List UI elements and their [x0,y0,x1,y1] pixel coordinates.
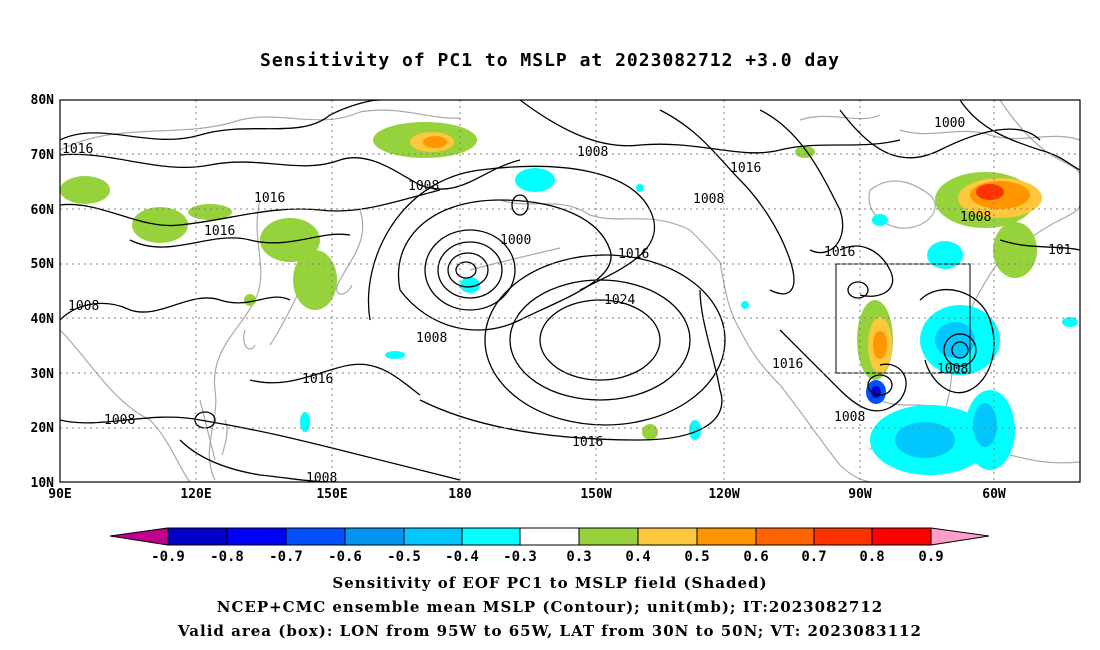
coastlines [60,100,1080,482]
contour-label: 1016 [302,372,333,387]
contour-label: 1016 [618,247,649,262]
shade-0.3-0.4 [60,122,1037,440]
lon-tick-label: 180 [448,487,472,502]
contour-label: 1008 [416,331,447,346]
contour-label: 101 [1048,243,1071,258]
contour-label: 1016 [730,161,761,176]
colorbar-swatch [109,527,169,546]
contour-label: 1008 [834,410,865,425]
contour-label: 1008 [306,471,337,486]
mslp-contours [60,100,1080,482]
colorbar-swatch [167,527,228,546]
contour-label: 1016 [204,224,235,239]
coast-arctic-islands [799,114,1080,141]
colorbar-label: 0.9 [918,549,943,565]
graticule [60,100,1080,482]
colorbar-swatch [285,527,346,546]
colorbar-label: -0.5 [387,549,421,565]
map-title: Sensitivity of PC1 to MSLP at 2023082712… [259,50,840,71]
contour-label: 1016 [572,435,603,450]
contour-label: 1016 [824,245,855,260]
shade-minus-0.9-minus-0.8 [871,386,881,398]
colorbar-label: 0.7 [801,549,826,565]
contour-label: 1000 [934,116,965,131]
lat-tick-label: 80N [31,93,55,108]
coast-asia-east [208,199,262,481]
contour-labels: 1016 1008 1016 1016 1000 1008 1016 1008 … [62,116,1071,486]
lon-axis: 90E 120E 150E 180 150W 120W 90W 60W [48,487,1006,502]
shaded-sensitivity [60,122,1078,475]
colorbar-label: 0.4 [625,549,650,565]
colorbar-label: -0.8 [210,549,244,565]
coast-north-america-west [719,261,871,482]
lat-tick-label: 10N [31,476,55,491]
lon-tick-label: 90W [848,487,872,502]
colorbar-label: -0.9 [151,549,185,565]
contour-label: 1008 [937,362,968,377]
colorbar-label: 0.5 [684,549,709,565]
contour-label: 1024 [604,293,635,308]
contour-label: 1016 [62,142,93,157]
colorbar-swatch [813,527,873,546]
caption-contour: NCEP+CMC ensemble mean MSLP (Contour); u… [216,598,884,616]
lat-tick-label: 30N [31,367,55,382]
caption-valid-area: Valid area (box): LON from 95W to 65W, L… [178,622,922,640]
coast-asia-north [60,109,461,151]
colorbar-label: -0.6 [328,549,362,565]
colorbar-swatch [930,527,990,546]
lon-tick-label: 120W [708,487,739,502]
lat-tick-label: 50N [31,257,55,272]
coast-philippines [199,399,228,461]
lat-tick-label: 70N [31,148,55,163]
shade-minus-0.5-minus-0.4 [895,322,997,458]
map-frame [59,99,1081,483]
colorbar-swatch [344,527,405,546]
colorbar-label: -0.3 [503,549,537,565]
coast-kamchatka [336,209,364,295]
contour-label: 1008 [408,179,439,194]
contour-label: 1008 [577,145,608,160]
contour-label: 1008 [960,210,991,225]
colorbar-swatch [226,527,287,546]
colorbar-label: 0.8 [859,549,884,565]
colorbar-label: 0.3 [566,549,591,565]
coast-aleutians [469,247,561,271]
contour-label: 1008 [693,192,724,207]
lat-tick-label: 60N [31,203,55,218]
colorbar [109,527,990,546]
lon-tick-label: 150E [316,487,347,502]
colorbar-label: -0.7 [269,549,303,565]
colorbar-swatch [403,527,463,546]
colorbar-labels: -0.9 -0.8 -0.7 -0.6 -0.5 -0.4 -0.3 0.3 0… [151,549,944,565]
lat-tick-label: 40N [31,312,55,327]
colorbar-swatch [461,527,521,546]
contour-label: 1016 [254,191,285,206]
caption-shading: Sensitivity of EOF PC1 to MSLP field (Sh… [332,574,768,592]
lon-tick-label: 60W [982,487,1006,502]
lat-tick-label: 20N [31,421,55,436]
colorbar-swatch [519,527,580,546]
contour-label: 1000 [500,233,531,248]
contour-label: 1008 [68,299,99,314]
colorbar-swatch [637,527,698,546]
colorbar-swatch [755,527,815,546]
contour-label: 1016 [772,357,803,372]
lon-tick-label: 150W [580,487,611,502]
lon-tick-label: 90E [48,487,71,502]
coast-indochina [60,329,191,482]
colorbar-swatch [696,527,757,546]
colorbar-label: -0.4 [445,549,479,565]
shade-0.7-0.8 [976,184,1004,200]
contour-label: 1008 [104,413,135,428]
lon-tick-label: 120E [180,487,211,502]
coast-greenland [999,100,1080,176]
lat-axis: 80N 70N 60N 50N 40N 30N 20N 10N [31,93,55,491]
colorbar-swatch [871,527,932,546]
colorbar-label: 0.6 [743,549,768,565]
colorbar-swatch [578,527,639,546]
